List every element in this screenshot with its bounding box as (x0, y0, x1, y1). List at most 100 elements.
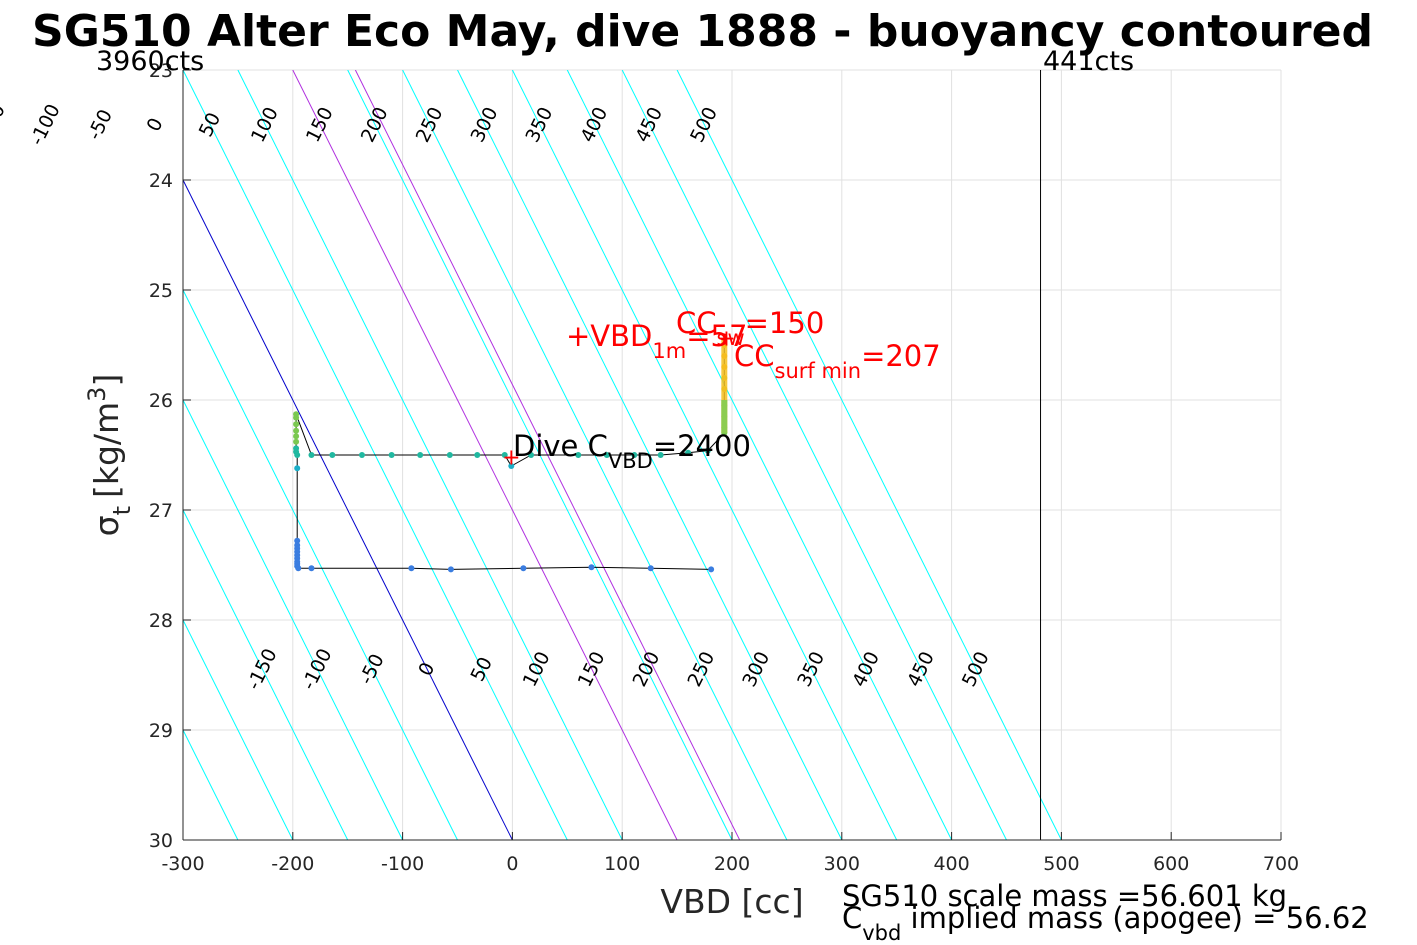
dive-data-point (329, 452, 336, 458)
dive-data-point (293, 411, 300, 418)
y-axis-label-symbol: σ (87, 515, 126, 536)
dive-data-point (388, 452, 395, 458)
x-tick-label: 500 (1043, 853, 1079, 875)
dive-data-point (358, 452, 365, 458)
implied-mass-sub: vbd (862, 921, 901, 945)
vbd-min-counts-label: 3960cts (96, 46, 204, 77)
dive-data-point (704, 447, 711, 454)
implied-mass-pre: C (842, 901, 862, 935)
cc-sw-sub: sw (717, 326, 745, 350)
contour-label: -50 (83, 106, 117, 144)
contour-label: 0 (143, 114, 168, 135)
chart-title: SG510 Alter Eco May, dive 1888 - buoyanc… (32, 6, 1373, 57)
vbd-max-counts-label: 441cts (1043, 46, 1134, 77)
cc-sw-pre: CC (676, 306, 717, 340)
dive-data-point (603, 452, 610, 458)
dive-data-point (446, 452, 453, 458)
x-tick-label: 100 (604, 853, 640, 875)
red-marker: + (717, 327, 735, 352)
dive-data-point (647, 565, 654, 572)
vbd-1m-prefix: +VBD (566, 319, 652, 353)
contour-line (183, 618, 294, 840)
dive-cvbd-sub: VBD (608, 449, 653, 473)
y-axis-label-units-sup: 3 (83, 387, 111, 402)
dive-data-point (631, 452, 638, 458)
contour-label: -150 (0, 101, 10, 149)
implied-mass-post: implied mass (apogee) = 56.62 (901, 901, 1368, 935)
y-tick-label: 26 (149, 390, 173, 412)
dive-data-point (308, 565, 315, 572)
dive-track (293, 339, 728, 573)
red-marker: + (502, 445, 520, 470)
y-tick-label: 23 (149, 60, 173, 82)
y-tick-label: 29 (149, 720, 173, 742)
x-tick-label: 0 (506, 853, 518, 875)
y-tick-label: 28 (149, 610, 173, 632)
implied-mass-text: Cvbd implied mass (apogee) = 56.62 (842, 901, 1369, 945)
dive-data-point (308, 452, 315, 458)
axes: + + -300 -200 -100 0 100 200 300 400 500 600 700 23 24… (149, 60, 1299, 875)
vbd-1m-suffix: =57 (686, 319, 747, 353)
dive-data-point (508, 463, 515, 469)
cc-surf-post: =207 (861, 339, 941, 373)
dive-data-point (575, 452, 582, 458)
dive-data-point (294, 537, 301, 544)
dive-data-point (294, 542, 301, 549)
dive-cvbd-annotation: Dive CVBD=2400 (513, 429, 751, 473)
contour-line (183, 398, 404, 840)
x-tick-label: -200 (271, 853, 314, 875)
y-axis-label-units: [kg/m (87, 402, 126, 498)
dive-data-point (417, 452, 424, 458)
dive-data-point (708, 566, 715, 573)
x-tick-label: 300 (824, 853, 860, 875)
dive-data-point (293, 421, 300, 428)
contour-line (183, 288, 458, 840)
cc-sw-annotation: CCsw=150 (676, 306, 824, 350)
x-tick-label: 700 (1263, 853, 1299, 875)
cc-surf-min-annotation: CCsurf min=207 (734, 339, 941, 383)
dive-data-point (685, 449, 692, 456)
y-axis-label: σt [kg/m3] (83, 374, 136, 537)
dive-data-point (447, 566, 454, 573)
dive-data-point (293, 438, 300, 445)
contour-line (566, 70, 953, 840)
dive-data-point (657, 452, 664, 458)
dive-data-point (588, 564, 595, 571)
y-axis-label-units-close: ] (87, 374, 126, 387)
cc-surf-sub: surf min (775, 359, 862, 383)
contour-line (621, 70, 1007, 840)
x-tick-label: 400 (933, 853, 969, 875)
x-tick-label: -300 (161, 853, 204, 875)
dive-data-point (474, 452, 481, 458)
dive-data-point (293, 445, 300, 452)
contour-line (183, 508, 349, 840)
dive-cvbd-pre: Dive C (513, 429, 608, 463)
cc-surf-pre: CC (734, 339, 775, 373)
dive-data-point (293, 427, 300, 434)
x-axis-label: VBD [cc] (660, 882, 803, 921)
x-tick-label: 200 (714, 853, 750, 875)
y-tick-label: 30 (149, 830, 173, 852)
dive-data-point (408, 565, 415, 572)
dive-data-point (293, 433, 300, 440)
y-tick-label: 25 (149, 280, 173, 302)
scale-mass-text: SG510 scale mass =56.601 kg (842, 879, 1287, 913)
dive-data-point (294, 465, 301, 472)
y-tick-label: 24 (149, 170, 173, 192)
y-axis-label-sub: t (108, 506, 136, 515)
contour-label: -100 (26, 101, 65, 149)
contour-line (676, 70, 1062, 840)
dive-cvbd-post: =2400 (653, 429, 751, 463)
y-tick-label: 27 (149, 500, 173, 522)
x-tick-label: -100 (381, 853, 424, 875)
x-tick-label: 600 (1153, 853, 1189, 875)
contour-line (0, 70, 73, 840)
contour-line (511, 70, 898, 840)
dive-data-point (501, 452, 508, 458)
dive-data-point (520, 565, 527, 572)
vbd-1m-sub: 1m (652, 339, 686, 363)
cc-sw-post: =150 (745, 306, 825, 340)
dive-data-point (528, 452, 535, 458)
vbd-1m-annotation: +VBD1m=57 (566, 319, 747, 363)
